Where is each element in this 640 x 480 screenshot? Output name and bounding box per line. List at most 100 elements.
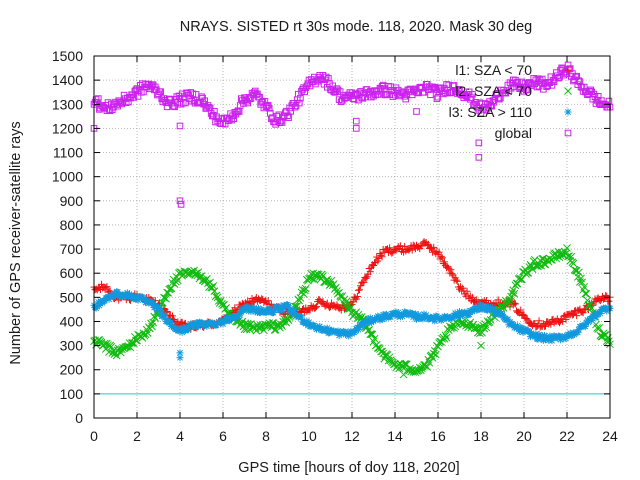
data-point <box>564 252 572 261</box>
data-point <box>517 306 525 314</box>
data-point <box>563 244 571 252</box>
data-point <box>438 254 446 262</box>
data-point <box>108 349 117 357</box>
data-point <box>468 94 475 102</box>
y-tick-label: 200 <box>60 362 84 378</box>
axis-ticks-layer: 0 2 4 6 8 10 12 14 16 18 20 22 240100200300400500600… <box>52 48 618 444</box>
legend: l1: SZA < 70 l2: SZA < 70 l3: SZA > 110 glo… <box>449 62 572 141</box>
data-point <box>394 308 402 316</box>
data-point <box>347 304 355 312</box>
data-point <box>444 263 452 271</box>
data-point <box>425 358 434 367</box>
data-point <box>362 274 370 282</box>
outlier-point <box>399 370 408 379</box>
data-point <box>566 65 574 72</box>
data-point <box>259 326 268 335</box>
data-point <box>402 95 410 103</box>
data-point <box>547 320 555 328</box>
data-point <box>378 347 386 356</box>
legend-label: l3: SZA > 110 <box>449 104 533 120</box>
data-point <box>429 349 438 358</box>
data-point <box>360 321 368 329</box>
x-tick-label: 12 <box>344 428 360 444</box>
data-point <box>523 315 531 323</box>
data-point <box>270 309 278 317</box>
data-point <box>468 293 476 301</box>
data-point <box>510 289 519 298</box>
data-point <box>301 284 310 293</box>
data-point <box>185 326 193 334</box>
data-point <box>508 288 517 297</box>
data-point <box>442 333 451 342</box>
data-point <box>605 297 613 305</box>
data-point <box>478 328 486 337</box>
data-point <box>377 251 385 259</box>
data-points-layer <box>90 61 614 379</box>
x-tick-label: 14 <box>387 428 403 444</box>
data-point <box>205 283 213 291</box>
data-point <box>311 270 320 279</box>
data-point <box>562 315 570 323</box>
data-point <box>396 242 404 250</box>
x-tick-label: 20 <box>516 428 532 444</box>
data-point <box>504 299 512 308</box>
data-point <box>430 243 438 251</box>
data-point <box>327 276 336 285</box>
data-point <box>165 95 173 103</box>
data-point <box>264 321 273 329</box>
legend-label: global <box>495 125 532 141</box>
x-axis-label: GPS time [hours of doy 118, 2020] <box>238 460 459 476</box>
data-point <box>228 116 235 124</box>
data-point <box>322 73 330 81</box>
data-point <box>469 90 476 98</box>
data-point <box>497 94 504 102</box>
data-point <box>268 319 277 327</box>
y-tick-label: 0 <box>75 410 83 426</box>
data-point <box>571 307 579 315</box>
data-point <box>596 297 604 305</box>
data-point <box>579 309 587 317</box>
data-point <box>295 296 304 305</box>
data-point <box>517 275 526 284</box>
data-point <box>450 82 458 89</box>
data-point <box>265 104 273 112</box>
data-point <box>325 304 333 312</box>
data-point <box>452 276 460 284</box>
data-point <box>388 249 396 257</box>
data-point <box>400 360 409 368</box>
data-point <box>356 286 364 294</box>
data-point <box>342 297 351 306</box>
data-point <box>325 74 332 82</box>
data-point <box>367 330 376 339</box>
legend-marker <box>564 87 572 95</box>
data-point <box>128 339 137 347</box>
data-point <box>581 289 590 298</box>
data-point <box>170 315 178 323</box>
y-tick-label: 400 <box>60 313 84 329</box>
data-point <box>285 302 293 310</box>
data-point <box>329 280 338 288</box>
data-point <box>95 95 102 102</box>
data-point <box>230 115 238 122</box>
x-tick-label: 4 <box>176 428 184 444</box>
y-tick-label: 500 <box>60 289 84 305</box>
data-point <box>370 334 379 343</box>
data-point <box>231 304 239 312</box>
legend-marker <box>564 108 572 116</box>
y-tick-label: 100 <box>60 386 84 402</box>
series-global <box>90 61 614 128</box>
data-point <box>353 292 361 300</box>
legend-label: l1: SZA < 70 <box>455 62 532 78</box>
legend-label: l2: SZA < 70 <box>455 83 532 99</box>
data-point <box>126 343 135 352</box>
data-point <box>182 99 189 107</box>
data-point <box>441 331 450 340</box>
data-point <box>157 88 164 95</box>
x-tick-label: 6 <box>219 428 227 444</box>
data-point <box>416 366 425 375</box>
outlier-point <box>176 354 184 362</box>
data-point <box>291 103 299 111</box>
data-point <box>125 98 132 106</box>
x-tick-label: 24 <box>602 428 618 444</box>
data-point <box>568 311 576 319</box>
